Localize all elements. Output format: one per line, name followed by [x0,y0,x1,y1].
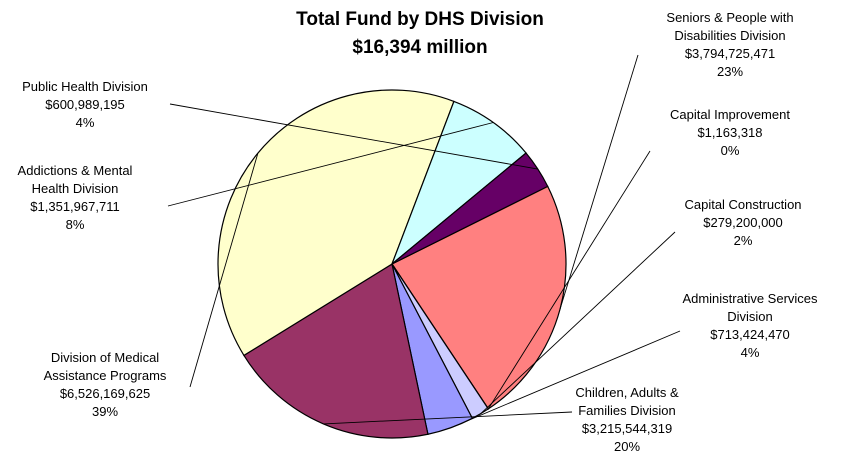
slice-label-1: Capital Improvement $1,163,318 0% [670,107,790,158]
leader-line-5 [189,152,259,388]
pie-slice-4 [243,263,429,439]
slice-label-5: Division of Medical Assistance Programs $6… [44,350,167,419]
chart-title: Total Fund by DHS Division [296,9,544,30]
leader-line-6 [167,122,494,207]
pie-slice-7 [391,152,549,265]
slice-label-2: Capital Construction $279,200,000 2% [684,197,801,248]
chart-subtitle: $16,394 million [352,37,487,58]
slice-label-4: Children, Adults & Families Division $3,21… [575,385,679,454]
slice-label-0: Seniors & People with Disabilities Divisi… [666,10,793,79]
slice-label-6: Addictions & Mental Health Division $1,351… [18,163,133,232]
slice-label-3: Administrative Services Division $713,424,… [682,291,818,360]
leader-line-2 [480,231,676,415]
leader-line-4 [323,411,573,425]
slice-label-7: Public Health Division $600,989,195 4% [22,79,148,130]
leader-line-7 [169,103,538,170]
leader-line-1 [487,150,651,410]
leader-line-0 [559,54,639,310]
leader-line-3 [450,330,681,429]
